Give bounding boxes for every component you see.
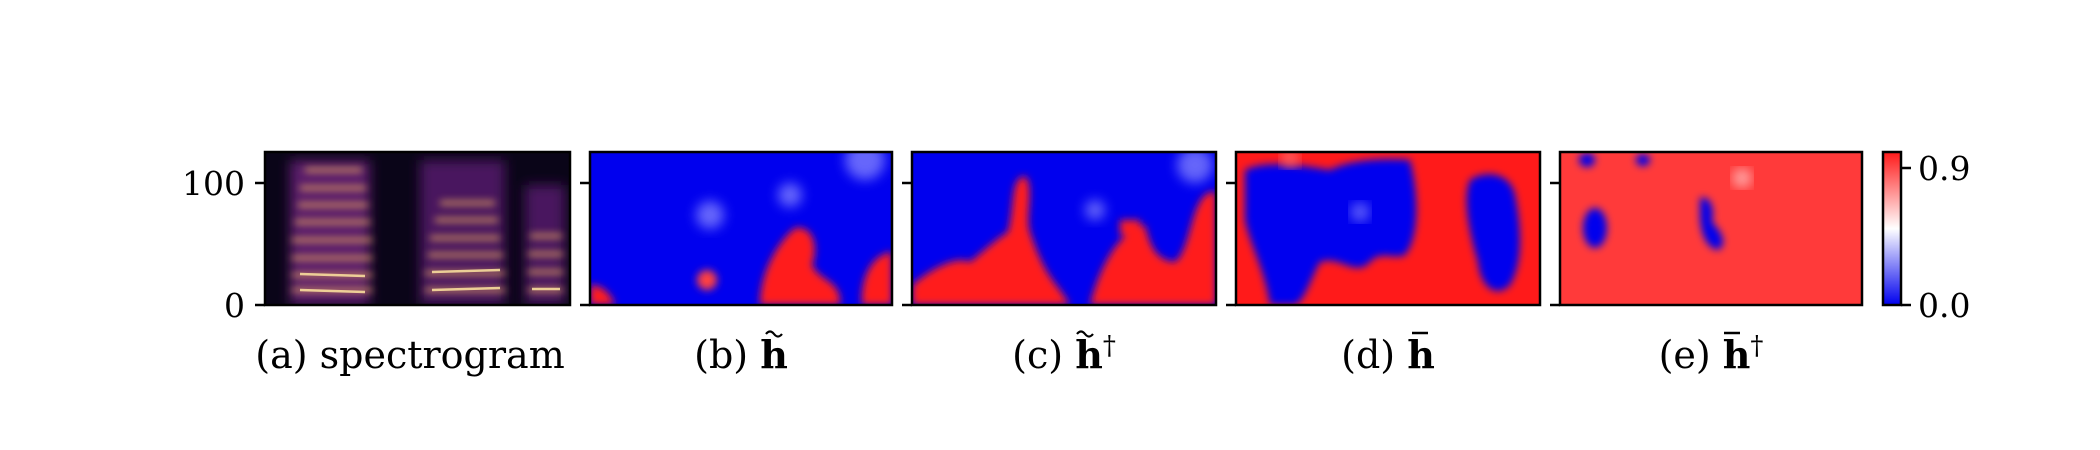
- svg-text:(c) h†: (c) h†: [1012, 331, 1116, 377]
- caption-c-prefix: (c): [1012, 333, 1075, 377]
- caption-c-symbol: h: [1075, 332, 1103, 377]
- panel-spectrogram: [265, 152, 570, 305]
- caption-b-prefix: (b): [694, 333, 760, 377]
- svg-text:(b) h: (b) h: [694, 332, 788, 377]
- bright-harmonics: [299, 268, 560, 294]
- caption-e-symbol: h: [1723, 332, 1751, 377]
- tilde-accent-b: [765, 330, 783, 338]
- panel-ticks: [580, 181, 1560, 307]
- panel-h-tilde-dagger: [912, 152, 1216, 305]
- caption-d-symbol: h: [1407, 332, 1435, 377]
- caption-b-symbol: h: [760, 332, 788, 377]
- y-axis: 100 0: [182, 164, 265, 325]
- caption-e-prefix: (e): [1659, 333, 1723, 377]
- panel-e-frame: [1558, 150, 1864, 307]
- colorbar: 0.9 0.0: [1881, 149, 1970, 325]
- colorbar-tick-low: 0.0: [1918, 286, 1970, 325]
- caption-e-dagger: †: [1750, 331, 1763, 361]
- panel-b-frame: [588, 150, 894, 307]
- svg-text:(e) h†: (e) h†: [1659, 331, 1764, 377]
- panel-h-bar: [1236, 152, 1540, 305]
- panel-d-frame: [1234, 150, 1542, 307]
- panel-h-tilde: [590, 152, 892, 305]
- caption-a: (a) spectrogram: [255, 333, 564, 377]
- panel-h-bar-dagger: [1560, 152, 1862, 305]
- caption-d-prefix: (d): [1341, 333, 1407, 377]
- panel-c-frame: [910, 150, 1218, 307]
- caption-c: (c) h†: [1012, 330, 1116, 377]
- y-tick-100: 100: [182, 164, 245, 203]
- caption-c-dagger: †: [1103, 331, 1116, 361]
- caption-e: (e) h†: [1659, 331, 1764, 377]
- svg-text:(d) h: (d) h: [1341, 332, 1435, 377]
- y-tick-0: 0: [224, 286, 245, 325]
- panel-a-frame: [263, 150, 572, 307]
- tilde-accent-c: [1076, 330, 1094, 338]
- colorbar-tick-high: 0.9: [1918, 149, 1970, 188]
- caption-b: (b) h: [694, 330, 788, 377]
- caption-d: (d) h: [1341, 331, 1435, 377]
